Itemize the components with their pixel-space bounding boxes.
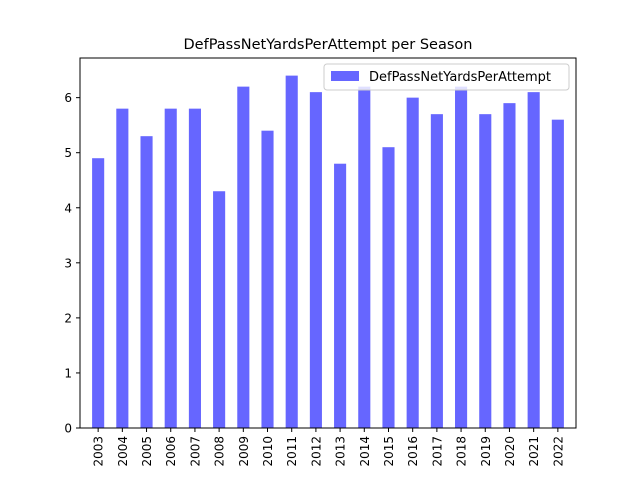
bar-2010 — [261, 130, 274, 428]
bar-2009 — [237, 86, 250, 428]
x-tick-label: 2005 — [140, 436, 154, 467]
x-tick-label: 2006 — [164, 436, 178, 467]
bar-2007 — [188, 108, 201, 429]
bar-2008 — [213, 191, 226, 428]
bar-2020 — [503, 103, 516, 429]
bar-2005 — [140, 136, 153, 428]
bar-2012 — [309, 92, 322, 428]
x-tick-label: 2013 — [334, 436, 348, 467]
y-tick-label: 0 — [64, 422, 72, 436]
bar-2011 — [285, 75, 298, 429]
bar-2019 — [479, 114, 492, 428]
x-tick-label: 2004 — [116, 436, 130, 467]
y-tick-label: 5 — [64, 146, 72, 160]
bar-2013 — [334, 163, 347, 428]
x-tick-label: 2019 — [479, 436, 493, 467]
x-tick-label: 2008 — [213, 436, 227, 467]
x-tick-label: 2014 — [358, 436, 372, 467]
y-tick-label: 4 — [64, 201, 72, 215]
bar-2014 — [358, 86, 371, 428]
x-tick-label: 2015 — [382, 436, 396, 467]
y-tick-label: 1 — [64, 366, 72, 380]
bar-2015 — [382, 147, 395, 428]
bars-layer — [92, 75, 564, 429]
bar-2018 — [455, 86, 468, 428]
x-tick-label: 2012 — [309, 436, 323, 467]
y-axis: 0 1 2 3 4 5 6 — [64, 91, 80, 436]
x-tick-label: 2022 — [551, 436, 565, 467]
x-tick-label: 2018 — [455, 436, 469, 467]
x-tick-label: 2021 — [527, 436, 541, 467]
bar-2016 — [406, 97, 419, 428]
legend-label: DefPassNetYardsPerAttempt — [369, 70, 551, 85]
legend: DefPassNetYardsPerAttempt — [323, 63, 570, 91]
legend-swatch — [331, 71, 359, 81]
x-tick-label: 2009 — [237, 436, 251, 467]
x-tick-label: 2010 — [261, 436, 275, 467]
bar-2004 — [116, 108, 129, 429]
y-tick-label: 6 — [64, 91, 72, 105]
chart-title: DefPassNetYardsPerAttempt per Season — [184, 37, 473, 53]
x-tick-label: 2011 — [285, 436, 299, 467]
bar-2022 — [551, 119, 564, 429]
legend-box — [323, 63, 570, 91]
x-tick-label: 2003 — [92, 436, 106, 467]
bar-2003 — [92, 158, 105, 428]
bar-2006 — [164, 108, 177, 429]
x-tick-label: 2007 — [188, 436, 202, 467]
y-tick-label: 3 — [64, 256, 72, 270]
x-tick-label: 2020 — [503, 436, 517, 467]
x-tick-label: 2017 — [430, 436, 444, 467]
x-axis: 2003 2004 2005 2006 2007 2008 2009 2010 2011 2012… — [92, 428, 565, 467]
bar-2021 — [527, 92, 540, 428]
x-tick-label: 2016 — [406, 436, 420, 467]
bar-2017 — [430, 114, 443, 428]
y-tick-label: 2 — [64, 311, 72, 325]
plot-frame — [79, 57, 577, 429]
